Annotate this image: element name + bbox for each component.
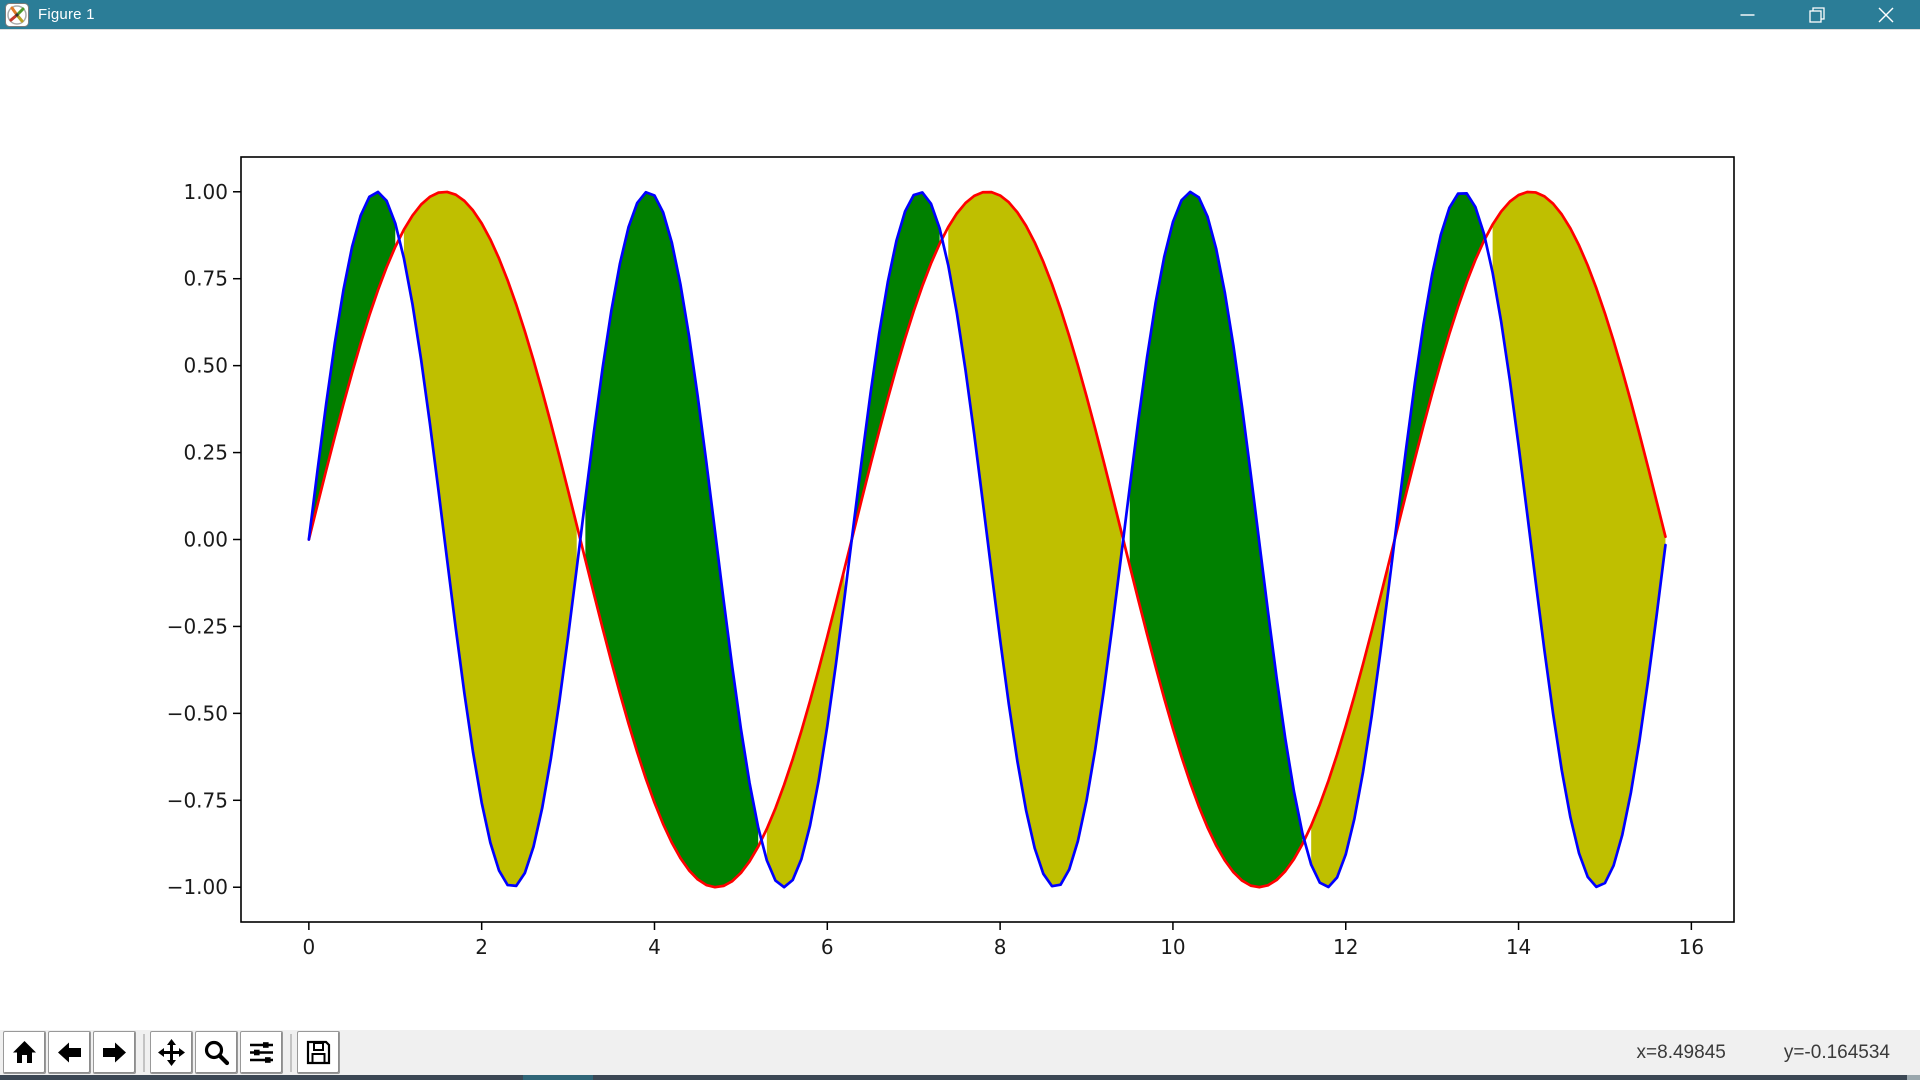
zoom-button[interactable] xyxy=(195,1031,238,1074)
forward-icon xyxy=(103,1042,126,1063)
save-icon xyxy=(306,1040,331,1065)
cursor-y-value: y=-0.164534 xyxy=(1783,1041,1890,1063)
y-tick-label: −1.00 xyxy=(167,875,228,899)
plot-canvas[interactable]: 0 2 4 6 8 10 12 14 16 −1.00 −0.75 −0.50 −0.25 0.00 0.2… xyxy=(0,30,1920,1031)
zoom-icon xyxy=(204,1040,230,1066)
green-fill xyxy=(1129,191,1303,888)
pan-icon xyxy=(158,1039,185,1066)
pan-button[interactable] xyxy=(150,1031,193,1074)
x-tick-label: 12 xyxy=(1333,935,1358,959)
forward-button[interactable] xyxy=(93,1031,136,1074)
yellow-fill xyxy=(403,191,577,886)
x-tick-label: 0 xyxy=(302,935,315,959)
restore-button[interactable] xyxy=(1782,0,1851,29)
resize-grip xyxy=(1907,1075,1920,1080)
x-tick-label: 2 xyxy=(475,935,488,959)
close-icon xyxy=(1878,7,1893,22)
y-tick-label: 0.75 xyxy=(183,267,228,291)
titlebar: Figure 1 xyxy=(0,0,1920,29)
x-tick-label: 14 xyxy=(1506,935,1531,959)
series-line-sin(2x) xyxy=(307,190,1667,889)
cursor-position-readout: x=8.49845 y=-0.164534 xyxy=(1637,1042,1920,1064)
y-tick-label: 0.25 xyxy=(183,441,228,465)
restore-icon xyxy=(1808,6,1825,23)
home-icon xyxy=(13,1041,36,1063)
subplots-icon xyxy=(250,1042,273,1063)
y-tick-label: −0.50 xyxy=(167,701,228,725)
x-tick-label: 4 xyxy=(648,935,661,959)
x-tick-label: 6 xyxy=(821,935,834,959)
y-tick-label: 0.00 xyxy=(183,528,228,552)
taskbar-accent-segment xyxy=(523,1075,593,1080)
navigation-toolbar: x=8.49845 y=-0.164534 xyxy=(0,1030,1920,1075)
y-tick-label: 0.50 xyxy=(183,354,228,378)
toolbar-separator xyxy=(143,1033,145,1072)
close-button[interactable] xyxy=(1851,0,1920,29)
green-fill xyxy=(585,192,759,888)
back-button[interactable] xyxy=(48,1031,91,1074)
series-line-sin(x) xyxy=(307,190,1667,889)
yellow-fill xyxy=(948,192,1122,887)
minimize-button[interactable] xyxy=(1713,0,1782,29)
y-tick-label: 1.00 xyxy=(183,180,228,204)
toolbar-separator xyxy=(290,1033,292,1072)
window-bottom-border xyxy=(0,1075,1920,1080)
configure-subplots-button[interactable] xyxy=(240,1031,283,1074)
minimize-icon xyxy=(1740,14,1755,16)
x-tick-label: 8 xyxy=(994,935,1007,959)
yellow-fill xyxy=(1492,192,1666,887)
save-button[interactable] xyxy=(297,1031,340,1074)
y-tick-label: −0.75 xyxy=(167,788,228,812)
x-tick-label: 10 xyxy=(1160,935,1185,959)
cursor-x-value: x=8.49845 xyxy=(1636,1041,1726,1063)
figure-canvas[interactable]: 0 2 4 6 8 10 12 14 16 −1.00 −0.75 −0.50 −0.25 0.00 0.2… xyxy=(0,29,1920,1031)
home-button[interactable] xyxy=(3,1031,46,1074)
window-title: Figure 1 xyxy=(38,6,95,23)
window-controls xyxy=(1713,0,1920,29)
y-tick-label: −0.25 xyxy=(167,614,228,638)
matplotlib-logo-icon xyxy=(5,2,29,27)
back-icon xyxy=(58,1042,81,1063)
x-tick-label: 16 xyxy=(1679,935,1704,959)
